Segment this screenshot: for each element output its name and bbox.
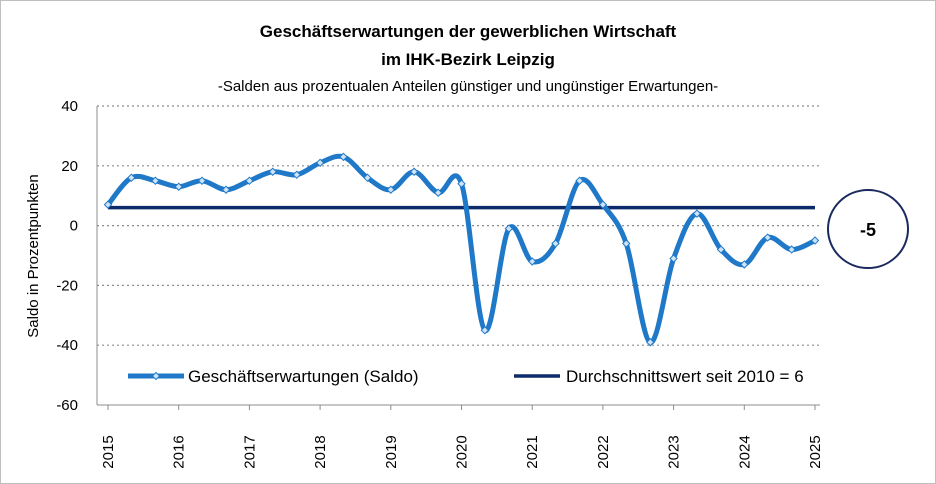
data-point (646, 337, 655, 347)
x-tick-label: 2023 (666, 435, 683, 468)
legend-average-label: Durchschnittswert seit 2010 = 6 (566, 367, 804, 386)
data-point (433, 188, 443, 197)
x-tick-label: 2017 (241, 435, 258, 468)
saldo-series-line (106, 153, 817, 345)
data-point (504, 224, 514, 233)
x-tick-label: 2022 (595, 435, 612, 468)
data-point (174, 182, 183, 191)
data-point (527, 257, 537, 266)
data-point (339, 152, 348, 162)
y-tick-label: -20 (56, 277, 78, 294)
data-point (787, 245, 796, 254)
data-point (221, 185, 231, 194)
x-tick-label: 2020 (454, 435, 471, 468)
data-point (127, 173, 136, 183)
data-point (740, 260, 749, 269)
x-tick-label: 2016 (171, 435, 188, 468)
data-point (409, 167, 419, 177)
data-point (292, 170, 302, 180)
x-tick-label: 2015 (100, 435, 117, 468)
y-tick-label: 40 (61, 98, 78, 115)
data-point (598, 200, 608, 209)
x-tick-label: 2025 (807, 435, 824, 468)
data-point (692, 209, 702, 218)
data-point (151, 176, 160, 185)
data-point (315, 158, 325, 168)
data-point (669, 254, 678, 263)
legend-background (118, 356, 818, 396)
callout-circle (827, 189, 909, 269)
x-tick-label: 2019 (383, 435, 400, 468)
y-tick-label: -60 (56, 397, 78, 414)
legend-saldo-marker (151, 371, 161, 381)
y-tick-label: -40 (56, 337, 78, 354)
data-point (763, 233, 772, 242)
data-point (551, 239, 560, 248)
legend-saldo-label: Geschäftserwartungen (Saldo) (188, 367, 419, 386)
data-point (197, 176, 207, 185)
data-point (716, 245, 726, 254)
data-point (363, 173, 372, 183)
x-tick-label: 2018 (312, 435, 329, 468)
data-point (386, 185, 396, 194)
y-tick-label: 20 (61, 158, 78, 175)
y-tick-label: 0 (70, 218, 78, 235)
y-axis-label: Saldo in Prozentpunkten (25, 174, 42, 337)
x-tick-label: 2024 (736, 435, 753, 468)
data-point (245, 176, 254, 185)
data-point (103, 200, 113, 209)
chart-subtitle: -Salden aus prozentualen Anteilen günsti… (217, 78, 719, 95)
data-point (810, 236, 820, 245)
chart-title-line2: im IHK-Bezirk Leipzig (381, 50, 555, 69)
data-point (621, 239, 631, 248)
x-tick-label: 2021 (524, 435, 541, 468)
data-point (575, 176, 584, 185)
data-point (268, 167, 277, 177)
chart-title: Geschäftserwartungen der gewerblichen Wi… (259, 22, 677, 41)
callout-value: -5 (860, 220, 876, 240)
data-point (480, 326, 490, 335)
data-point (457, 179, 466, 188)
